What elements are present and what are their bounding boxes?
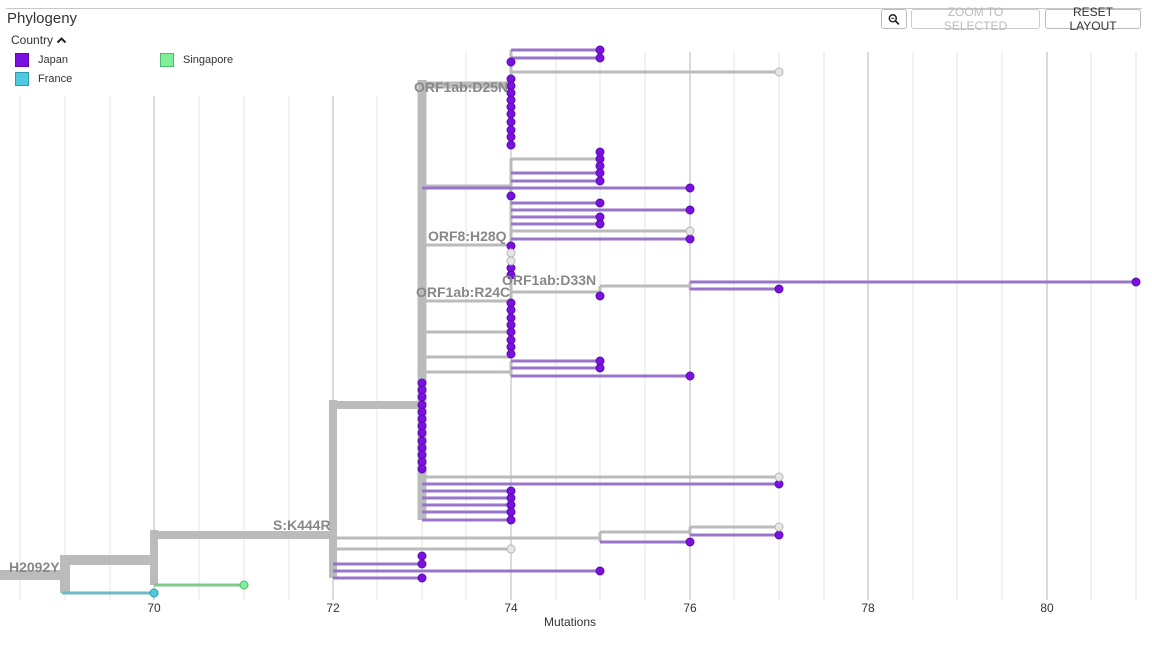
x-axis: 70 72 74 76 78 80 [147,601,1054,615]
legend-label-france: France [38,73,73,85]
grid [19,52,1137,600]
panel-title: Phylogeny [7,10,78,27]
header-rule [6,8,1142,9]
japan-tips[interactable] [417,45,1141,583]
japan-branches[interactable] [333,48,1136,580]
mutation-label: H2092Y [9,559,60,575]
mutation-label: ORF1ab:R24C [416,284,510,300]
legend-label-singapore: Singapore [183,54,234,66]
tick-label: 70 [147,601,161,615]
legend-swatch-france [15,72,29,86]
legend-label-japan: Japan [38,54,68,66]
zoom-button[interactable] [881,9,907,29]
thin-branches[interactable] [333,50,779,564]
x-axis-label: Mutations [543,615,597,629]
legend-item-singapore[interactable]: Singapore [160,53,233,67]
magnifier-icon [888,13,900,25]
legend-swatch-japan [15,53,29,67]
tick-label: 78 [861,601,875,615]
tick-label: 72 [326,601,340,615]
legend-swatch-singapore [160,53,174,67]
chevron-up-icon [56,37,67,44]
mutation-label: S:K444R [273,517,331,533]
france-tip[interactable] [149,588,159,598]
legend-item-japan[interactable]: Japan [15,53,68,67]
singapore-tip[interactable] [239,580,249,590]
tick-label: 74 [504,601,518,615]
tick-label: 76 [683,601,697,615]
zoom-to-selected-button[interactable]: ZOOM TO SELECTED [911,5,1040,33]
tick-label: 80 [1040,601,1054,615]
mutation-label: ORF1ab:D33N [502,272,596,288]
legend-item-france[interactable]: France [15,72,72,86]
mutation-label: ORF1ab:D25N [414,79,508,95]
legend-toggle[interactable]: Country [11,33,67,47]
backbone-branches[interactable] [0,80,511,593]
unassigned-tips[interactable] [506,67,784,554]
mutation-label: ORF8:H28Q [428,228,507,244]
legend-title: Country [11,33,54,47]
